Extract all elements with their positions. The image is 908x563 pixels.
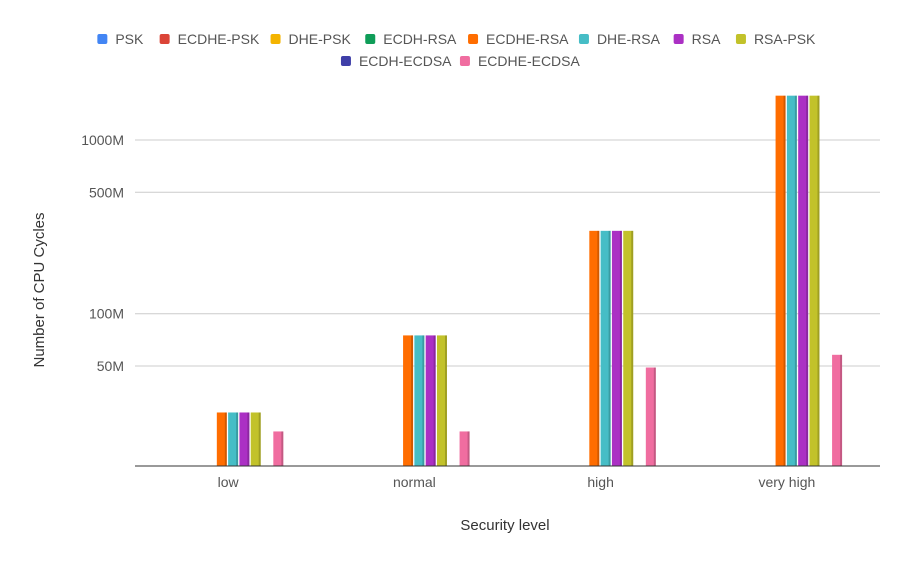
legend-label: ECDHE-RSA: [486, 31, 569, 47]
bar: [414, 335, 425, 466]
legend-swatch: [97, 34, 108, 44]
bar-edge: [783, 95, 786, 466]
legend-swatch: [159, 34, 170, 44]
gridlines: [135, 139, 880, 367]
bar-edge: [236, 412, 239, 466]
bar-edge: [794, 95, 797, 466]
y-axis-title: Number of CPU Cycles: [31, 212, 48, 367]
bar: [589, 230, 600, 466]
legend-swatch: [340, 56, 351, 66]
bar: [786, 95, 797, 466]
bar: [809, 95, 820, 466]
legend: PSK ECDHE-PSK DHE-PSK ECDH-RSA ECDHE-RSA DHE-…: [97, 31, 816, 69]
x-tick-label: very high: [758, 474, 815, 490]
legend-label: RSA: [692, 31, 721, 47]
bar-edge: [247, 412, 250, 466]
legend-label: ECDHE-ECDSA: [478, 53, 581, 69]
legend-swatch: [459, 56, 470, 66]
bars: [216, 95, 843, 466]
bar: [798, 95, 809, 466]
legend-label: DHE-PSK: [289, 31, 352, 47]
bar: [425, 335, 436, 466]
legend-swatch: [365, 34, 376, 44]
y-axis-ticks: 50M 100M 500M 1000M: [81, 132, 124, 374]
legend-swatch: [673, 34, 684, 44]
legend-label: ECDHE-PSK: [178, 31, 260, 47]
legend-label: ECDH-ECDSA: [359, 53, 452, 69]
bar: [611, 230, 622, 466]
y-tick-label: 100M: [89, 306, 124, 322]
y-tick-label: 500M: [89, 184, 124, 200]
x-tick-label: high: [587, 474, 613, 490]
bar-edge: [411, 335, 414, 466]
legend-swatch: [735, 34, 746, 44]
bar: [403, 335, 414, 466]
bar-edge: [817, 95, 820, 466]
bar-edge: [631, 230, 634, 466]
legend-swatch: [270, 34, 281, 44]
bar: [623, 230, 634, 466]
bar-edge: [806, 95, 809, 466]
bar-edge: [467, 431, 470, 466]
bar: [832, 354, 843, 466]
bar-edge: [258, 412, 261, 466]
y-tick-label: 50M: [97, 358, 124, 374]
bar: [645, 367, 656, 466]
x-axis-title: Security level: [460, 517, 549, 534]
bar: [436, 335, 447, 466]
bar-edge: [281, 431, 284, 466]
bar-edge: [608, 230, 611, 466]
bar: [250, 412, 261, 466]
bar: [228, 412, 239, 466]
bar-edge: [433, 335, 436, 466]
bar-edge: [653, 367, 656, 466]
bar-edge: [444, 335, 447, 466]
legend-label: PSK: [115, 31, 144, 47]
bar-edge: [840, 354, 843, 466]
legend-swatch: [578, 34, 589, 44]
bar-edge: [597, 230, 600, 466]
legend-label: RSA-PSK: [754, 31, 816, 47]
x-axis-ticks: low normal high very high: [218, 474, 816, 490]
bar-edge: [224, 412, 227, 466]
legend-label: DHE-RSA: [597, 31, 661, 47]
bar: [216, 412, 227, 466]
legend-swatch: [468, 34, 479, 44]
bar: [273, 431, 284, 466]
bar: [775, 95, 786, 466]
y-tick-label: 1000M: [81, 132, 124, 148]
bar: [600, 230, 611, 466]
legend-label: ECDH-RSA: [383, 31, 457, 47]
x-tick-label: normal: [393, 474, 436, 490]
x-tick-label: low: [218, 474, 240, 490]
bar-edge: [422, 335, 425, 466]
bar-edge: [619, 230, 622, 466]
bar: [459, 431, 470, 466]
bar: [239, 412, 250, 466]
